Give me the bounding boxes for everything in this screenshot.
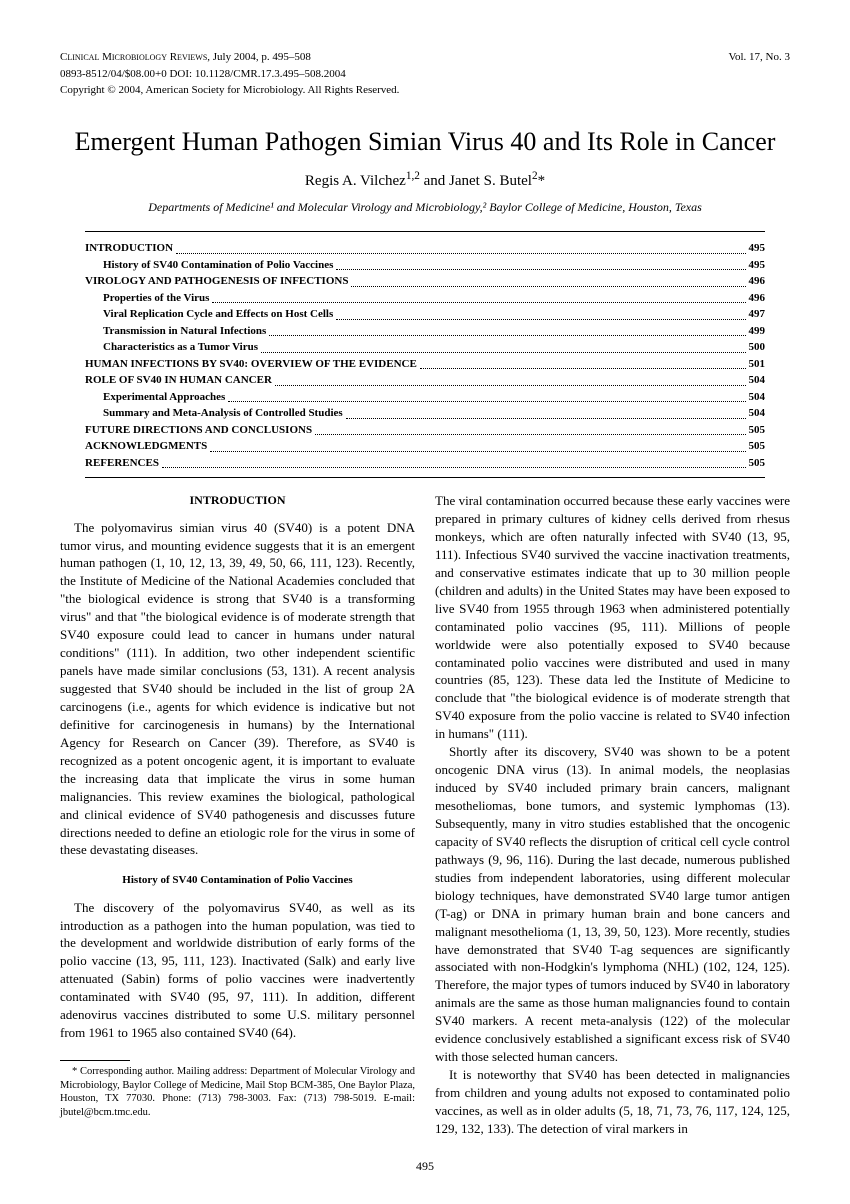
toc-label: REFERENCES: [85, 455, 159, 472]
toc-label: Experimental Approaches: [103, 389, 225, 406]
subsection-history: History of SV40 Contamination of Polio V…: [60, 873, 415, 888]
toc-dots: [210, 438, 745, 452]
toc-page: 497: [749, 306, 766, 323]
toc-label: Characteristics as a Tumor Virus: [103, 339, 258, 356]
corresponding-author-footnote: * Corresponding author. Mailing address:…: [60, 1065, 415, 1120]
toc-label: INTRODUCTION: [85, 240, 173, 257]
toc-dots: [420, 356, 746, 370]
toc-page: 500: [749, 339, 766, 356]
author1: Regis A. Vilchez: [305, 173, 406, 189]
toc-label: VIROLOGY AND PATHOGENESIS OF INFECTIONS: [85, 273, 348, 290]
history-para1: The discovery of the polyomavirus SV40, …: [60, 899, 415, 1043]
header-meta-line1: Clinical Microbiology Reviews, July 2004…: [60, 50, 790, 65]
left-column: INTRODUCTION The polyomavirus simian vir…: [60, 492, 415, 1138]
toc-entry: FUTURE DIRECTIONS AND CONCLUSIONS 505: [85, 422, 765, 439]
right-para2: Shortly after its discovery, SV40 was sh…: [435, 743, 790, 1066]
toc-page: 501: [749, 356, 766, 373]
authors: Regis A. Vilchez1,2 and Janet S. Butel2*: [60, 169, 790, 191]
toc-entry: Properties of the Virus 496: [85, 290, 765, 307]
intro-para1: The polyomavirus simian virus 40 (SV40) …: [60, 519, 415, 860]
toc-entry: REFERENCES 505: [85, 455, 765, 472]
toc-label: HUMAN INFECTIONS BY SV40: OVERVIEW OF TH…: [85, 356, 417, 373]
toc-dots: [228, 389, 745, 403]
right-para3: It is noteworthy that SV40 has been dete…: [435, 1066, 790, 1138]
toc-dots: [336, 306, 745, 320]
toc-page: 505: [749, 455, 766, 472]
toc-entry: Characteristics as a Tumor Virus 500: [85, 339, 765, 356]
right-para1: The viral contamination occurred because…: [435, 492, 790, 743]
toc-dots: [346, 405, 746, 419]
toc-page: 496: [749, 273, 766, 290]
toc-page: 504: [749, 372, 766, 389]
toc-entry: Viral Replication Cycle and Effects on H…: [85, 306, 765, 323]
toc-entry: VIROLOGY AND PATHOGENESIS OF INFECTIONS 4…: [85, 273, 765, 290]
body-columns: INTRODUCTION The polyomavirus simian vir…: [60, 492, 790, 1138]
right-column: The viral contamination occurred because…: [435, 492, 790, 1138]
toc-dots: [212, 290, 745, 304]
toc-entry: INTRODUCTION 495: [85, 240, 765, 257]
header-meta-line2: 0893-8512/04/$08.00+0 DOI: 10.1128/CMR.1…: [60, 67, 790, 82]
toc-entry: Experimental Approaches 504: [85, 389, 765, 406]
volume-number: Vol. 17, No. 3: [728, 50, 790, 65]
journal-name: Clinical Microbiology Reviews: [60, 51, 207, 63]
toc-dots: [336, 257, 745, 271]
toc-page: 505: [749, 438, 766, 455]
footnote-rule: [60, 1060, 130, 1061]
toc-page: 495: [749, 257, 766, 274]
toc-page: 495: [749, 240, 766, 257]
toc-page: 496: [749, 290, 766, 307]
toc-page: 499: [749, 323, 766, 340]
article-title: Emergent Human Pathogen Simian Virus 40 …: [60, 124, 790, 159]
toc-label: Viral Replication Cycle and Effects on H…: [103, 306, 333, 323]
toc-label: FUTURE DIRECTIONS AND CONCLUSIONS: [85, 422, 312, 439]
toc-dots: [269, 323, 745, 337]
toc-page: 504: [749, 405, 766, 422]
toc-entry: History of SV40 Contamination of Polio V…: [85, 257, 765, 274]
toc-dots: [275, 372, 746, 386]
toc-dots: [315, 422, 745, 436]
toc-page: 504: [749, 389, 766, 406]
toc-label: ROLE OF SV40 IN HUMAN CANCER: [85, 372, 272, 389]
toc-dots: [176, 240, 745, 254]
header-meta-copyright: Copyright © 2004, American Society for M…: [60, 83, 790, 98]
toc-entry: ACKNOWLEDGMENTS 505: [85, 438, 765, 455]
author-and: and Janet S. Butel: [420, 173, 532, 189]
toc-entry: HUMAN INFECTIONS BY SV40: OVERVIEW OF TH…: [85, 356, 765, 373]
toc-entry: Summary and Meta-Analysis of Controlled …: [85, 405, 765, 422]
page-number: 495: [60, 1158, 790, 1174]
toc-label: Transmission in Natural Infections: [103, 323, 266, 340]
toc-dots: [261, 339, 745, 353]
toc-label: ACKNOWLEDGMENTS: [85, 438, 207, 455]
toc-dots: [351, 273, 745, 287]
author-asterisk: *: [538, 173, 546, 189]
affiliation: Departments of Medicine¹ and Molecular V…: [60, 199, 790, 215]
toc-label: Summary and Meta-Analysis of Controlled …: [103, 405, 343, 422]
table-of-contents: INTRODUCTION 495 History of SV40 Contamina…: [85, 231, 765, 478]
issue-date: , July 2004, p. 495–508: [207, 51, 311, 63]
toc-entry: ROLE OF SV40 IN HUMAN CANCER 504: [85, 372, 765, 389]
toc-page: 505: [749, 422, 766, 439]
toc-dots: [162, 455, 746, 469]
toc-label: Properties of the Virus: [103, 290, 209, 307]
toc-label: History of SV40 Contamination of Polio V…: [103, 257, 333, 274]
author1-sup: 1,2: [406, 170, 420, 182]
section-introduction: INTRODUCTION: [60, 492, 415, 509]
toc-entry: Transmission in Natural Infections 499: [85, 323, 765, 340]
journal-issue: Clinical Microbiology Reviews, July 2004…: [60, 50, 311, 65]
